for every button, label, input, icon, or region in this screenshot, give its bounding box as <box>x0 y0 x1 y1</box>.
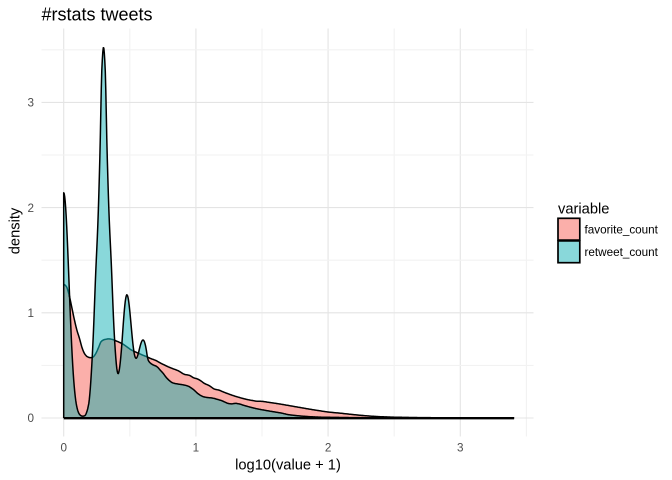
svg-text:3: 3 <box>457 442 464 455</box>
svg-text:3: 3 <box>27 97 34 110</box>
svg-text:1: 1 <box>27 307 34 320</box>
svg-text:#rstats tweets: #rstats tweets <box>42 5 153 25</box>
svg-text:2: 2 <box>27 202 34 215</box>
svg-text:log10(value + 1): log10(value + 1) <box>235 458 341 474</box>
svg-text:density: density <box>8 207 24 254</box>
svg-text:retweet_count: retweet_count <box>585 246 659 259</box>
svg-text:0: 0 <box>27 412 34 425</box>
svg-text:favorite_count: favorite_count <box>585 223 659 236</box>
svg-text:1: 1 <box>193 442 200 455</box>
svg-text:2: 2 <box>325 442 332 455</box>
svg-text:variable: variable <box>558 201 609 217</box>
svg-text:0: 0 <box>60 442 67 455</box>
